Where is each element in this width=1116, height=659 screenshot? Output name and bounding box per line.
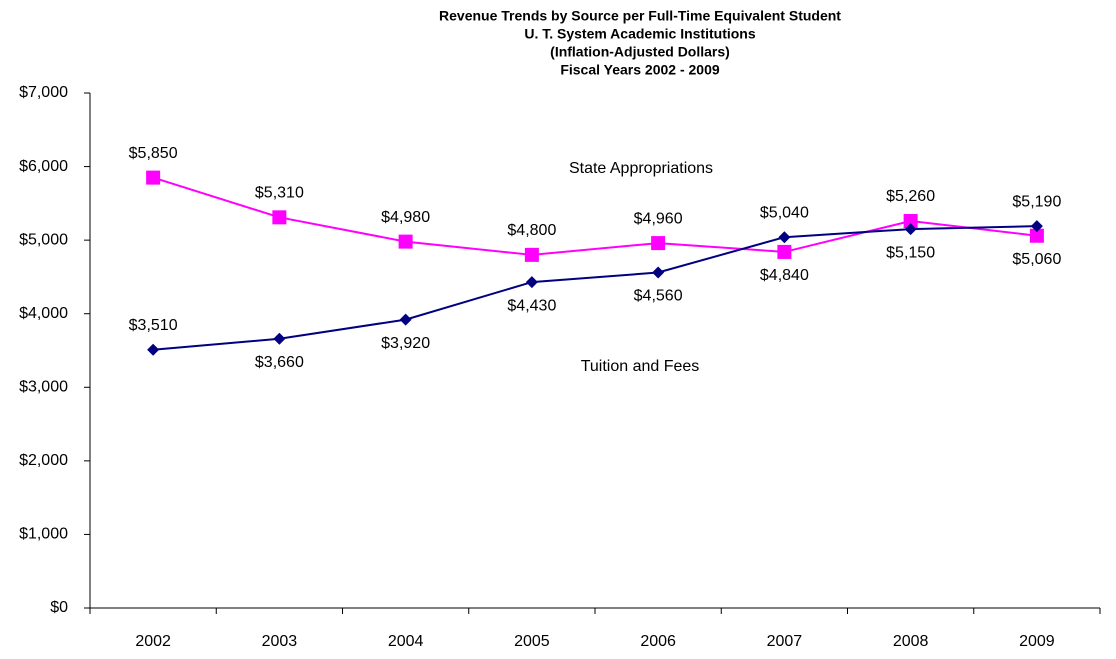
chart-title: Fiscal Years 2002 - 2009	[560, 62, 720, 78]
data-label: $3,660	[255, 354, 304, 371]
data-label: $4,980	[381, 209, 430, 226]
data-label: $4,840	[760, 267, 809, 284]
data-label: $5,040	[760, 204, 809, 221]
x-tick-label: 2006	[640, 633, 676, 650]
marker	[1029, 228, 1044, 243]
data-label: $5,310	[255, 185, 304, 202]
marker	[147, 343, 160, 356]
data-label: $4,430	[507, 297, 556, 314]
data-label: $3,920	[381, 335, 430, 352]
data-label: $5,150	[886, 244, 935, 261]
marker	[272, 210, 287, 225]
chart-title: U. T. System Academic Institutions	[524, 26, 756, 42]
x-tick-label: 2009	[1019, 633, 1055, 650]
marker	[651, 236, 666, 251]
series-line	[152, 176, 1037, 256]
x-tick-label: 2007	[767, 633, 803, 650]
data-label: $4,800	[507, 222, 556, 239]
marker	[652, 266, 665, 279]
marker	[525, 276, 538, 289]
series-line	[153, 225, 1037, 351]
marker	[399, 313, 412, 326]
y-tick-label: $4,000	[19, 305, 68, 322]
data-label: $3,510	[129, 317, 178, 334]
y-tick-label: $0	[50, 599, 68, 616]
marker	[903, 214, 918, 229]
series-label: State Appropriations	[569, 160, 713, 177]
x-tick-label: 2008	[893, 633, 929, 650]
y-tick-label: $5,000	[19, 231, 68, 248]
data-label: $5,260	[886, 188, 935, 205]
marker	[777, 244, 792, 259]
data-label: $4,960	[634, 210, 683, 227]
chart-title: Revenue Trends by Source per Full-Time E…	[439, 8, 841, 24]
x-tick-label: 2004	[388, 633, 424, 650]
y-tick-label: $3,000	[19, 379, 68, 396]
x-tick-label: 2003	[262, 633, 298, 650]
y-tick-label: $1,000	[19, 526, 68, 543]
marker	[778, 231, 791, 244]
x-tick-label: 2002	[135, 633, 171, 650]
marker	[1030, 220, 1043, 233]
data-label: $5,850	[129, 145, 178, 162]
y-tick-label: $6,000	[19, 158, 68, 175]
data-label: $5,190	[1012, 193, 1061, 210]
y-tick-label: $7,000	[19, 84, 68, 101]
chart-title: (Inflation-Adjusted Dollars)	[550, 44, 730, 60]
marker	[524, 247, 539, 262]
marker	[273, 332, 286, 345]
data-label: $4,560	[634, 288, 683, 305]
x-tick-label: 2005	[514, 633, 550, 650]
series-label: Tuition and Fees	[581, 358, 700, 375]
marker	[146, 170, 161, 185]
y-tick-label: $2,000	[19, 452, 68, 469]
marker	[398, 234, 413, 249]
data-label: $5,060	[1012, 251, 1061, 268]
marker	[904, 223, 917, 236]
